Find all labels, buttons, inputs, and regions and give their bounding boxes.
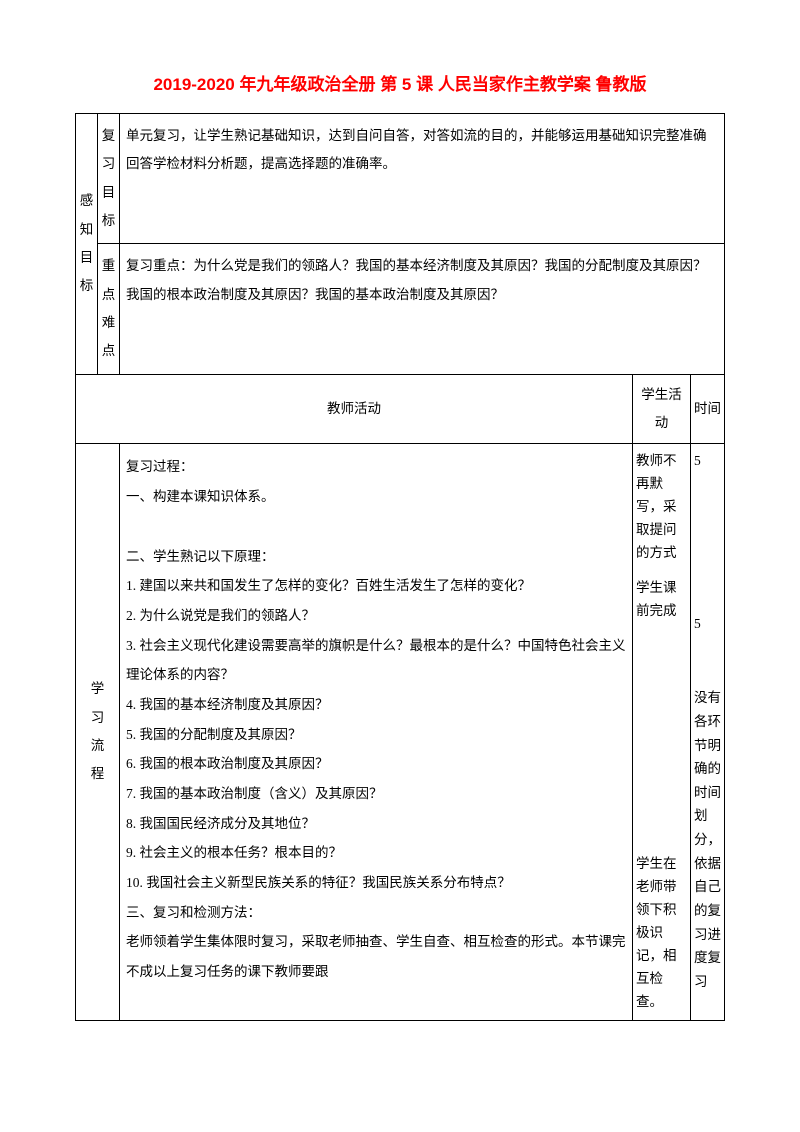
teacher-activity-header: 教师活动 bbox=[76, 374, 633, 444]
activity-line: 6. 我国的根本政治制度及其原因？ bbox=[126, 749, 626, 779]
activity-line bbox=[126, 512, 626, 542]
header-row: 教师活动 学生活动 时间 bbox=[76, 374, 725, 444]
review-goal-content: 单元复习，让学生熟记基础知识，达到自问自答，对答如流的目的，并能够运用基础知识完… bbox=[120, 114, 725, 244]
activity-line: 4. 我国的基本经济制度及其原因？ bbox=[126, 690, 626, 720]
review-goal-label: 复习目标 bbox=[98, 114, 120, 244]
activity-line: 一、构建本课知识体系。 bbox=[126, 482, 626, 512]
key-difficulty-label: 重点难点 bbox=[98, 244, 120, 374]
teacher-activity-content: 复习过程：一、构建本课知识体系。 二、学生熟记以下原理：1. 建国以来共和国发生… bbox=[120, 444, 633, 1020]
time-2: 5 bbox=[694, 613, 721, 636]
time-header: 时间 bbox=[691, 374, 725, 444]
goal-row-2: 重点难点 复习重点：为什么党是我们的领路人？我国的基本经济制度及其原因？我国的分… bbox=[76, 244, 725, 374]
activity-line: 9. 社会主义的根本任务？根本目的？ bbox=[126, 838, 626, 868]
student-note-1: 教师不再默写，采取提问的方式 bbox=[636, 450, 687, 565]
activity-line: 10. 我国社会主义新型民族关系的特征？我国民族关系分布特点？ bbox=[126, 868, 626, 898]
activity-line: 7. 我国的基本政治制度（含义）及其原因？ bbox=[126, 779, 626, 809]
activity-line: 1. 建国以来共和国发生了怎样的变化？百姓生活发生了怎样的变化？ bbox=[126, 571, 626, 601]
perception-goal-label: 感知目标 bbox=[76, 114, 98, 375]
activity-line: 5. 我国的分配制度及其原因？ bbox=[126, 720, 626, 750]
activity-line: 老师领着学生集体限时复习，采取老师抽查、学生自查、相互检查的形式。本节课完不成以… bbox=[126, 927, 626, 986]
key-difficulty-content: 复习重点：为什么党是我们的领路人？我国的基本经济制度及其原因？我国的分配制度及其… bbox=[120, 244, 725, 374]
goal-row-1: 感知目标 复习目标 单元复习，让学生熟记基础知识，达到自问自答，对答如流的目的，… bbox=[76, 114, 725, 244]
flow-row: 学习流程 复习过程：一、构建本课知识体系。 二、学生熟记以下原理：1. 建国以来… bbox=[76, 444, 725, 1020]
activity-line: 8. 我国国民经济成分及其地位？ bbox=[126, 809, 626, 839]
time-content: 5 5 没有各环节明确的时间划分，依据自己的复习进度复习 bbox=[691, 444, 725, 1020]
student-note-3: 学生在老师带领下积极识记，相互检查。 bbox=[636, 853, 687, 1014]
activity-line: 3. 社会主义现代化建设需要高举的旗帜是什么？最根本的是什么？中国特色社会主义理… bbox=[126, 631, 626, 690]
lesson-table: 感知目标 复习目标 单元复习，让学生熟记基础知识，达到自问自答，对答如流的目的，… bbox=[75, 113, 725, 1021]
student-activity-header: 学生活动 bbox=[633, 374, 691, 444]
time-1: 5 bbox=[694, 450, 721, 473]
student-note-2: 学生课前完成 bbox=[636, 577, 687, 623]
activity-line: 2. 为什么说党是我们的领路人？ bbox=[126, 601, 626, 631]
activity-line: 三、复习和检测方法： bbox=[126, 898, 626, 928]
activity-line: 二、学生熟记以下原理： bbox=[126, 542, 626, 572]
student-activity-content: 教师不再默写，采取提问的方式 学生课前完成 学生在老师带领下积极识记，相互检查。 bbox=[633, 444, 691, 1020]
activity-line: 复习过程： bbox=[126, 452, 626, 482]
time-3: 没有各环节明确的时间划分，依据自己的复习进度复习 bbox=[694, 686, 721, 993]
page-title: 2019-2020 年九年级政治全册 第 5 课 人民当家作主教学案 鲁教版 bbox=[75, 70, 725, 95]
learning-flow-label: 学习流程 bbox=[76, 444, 120, 1020]
